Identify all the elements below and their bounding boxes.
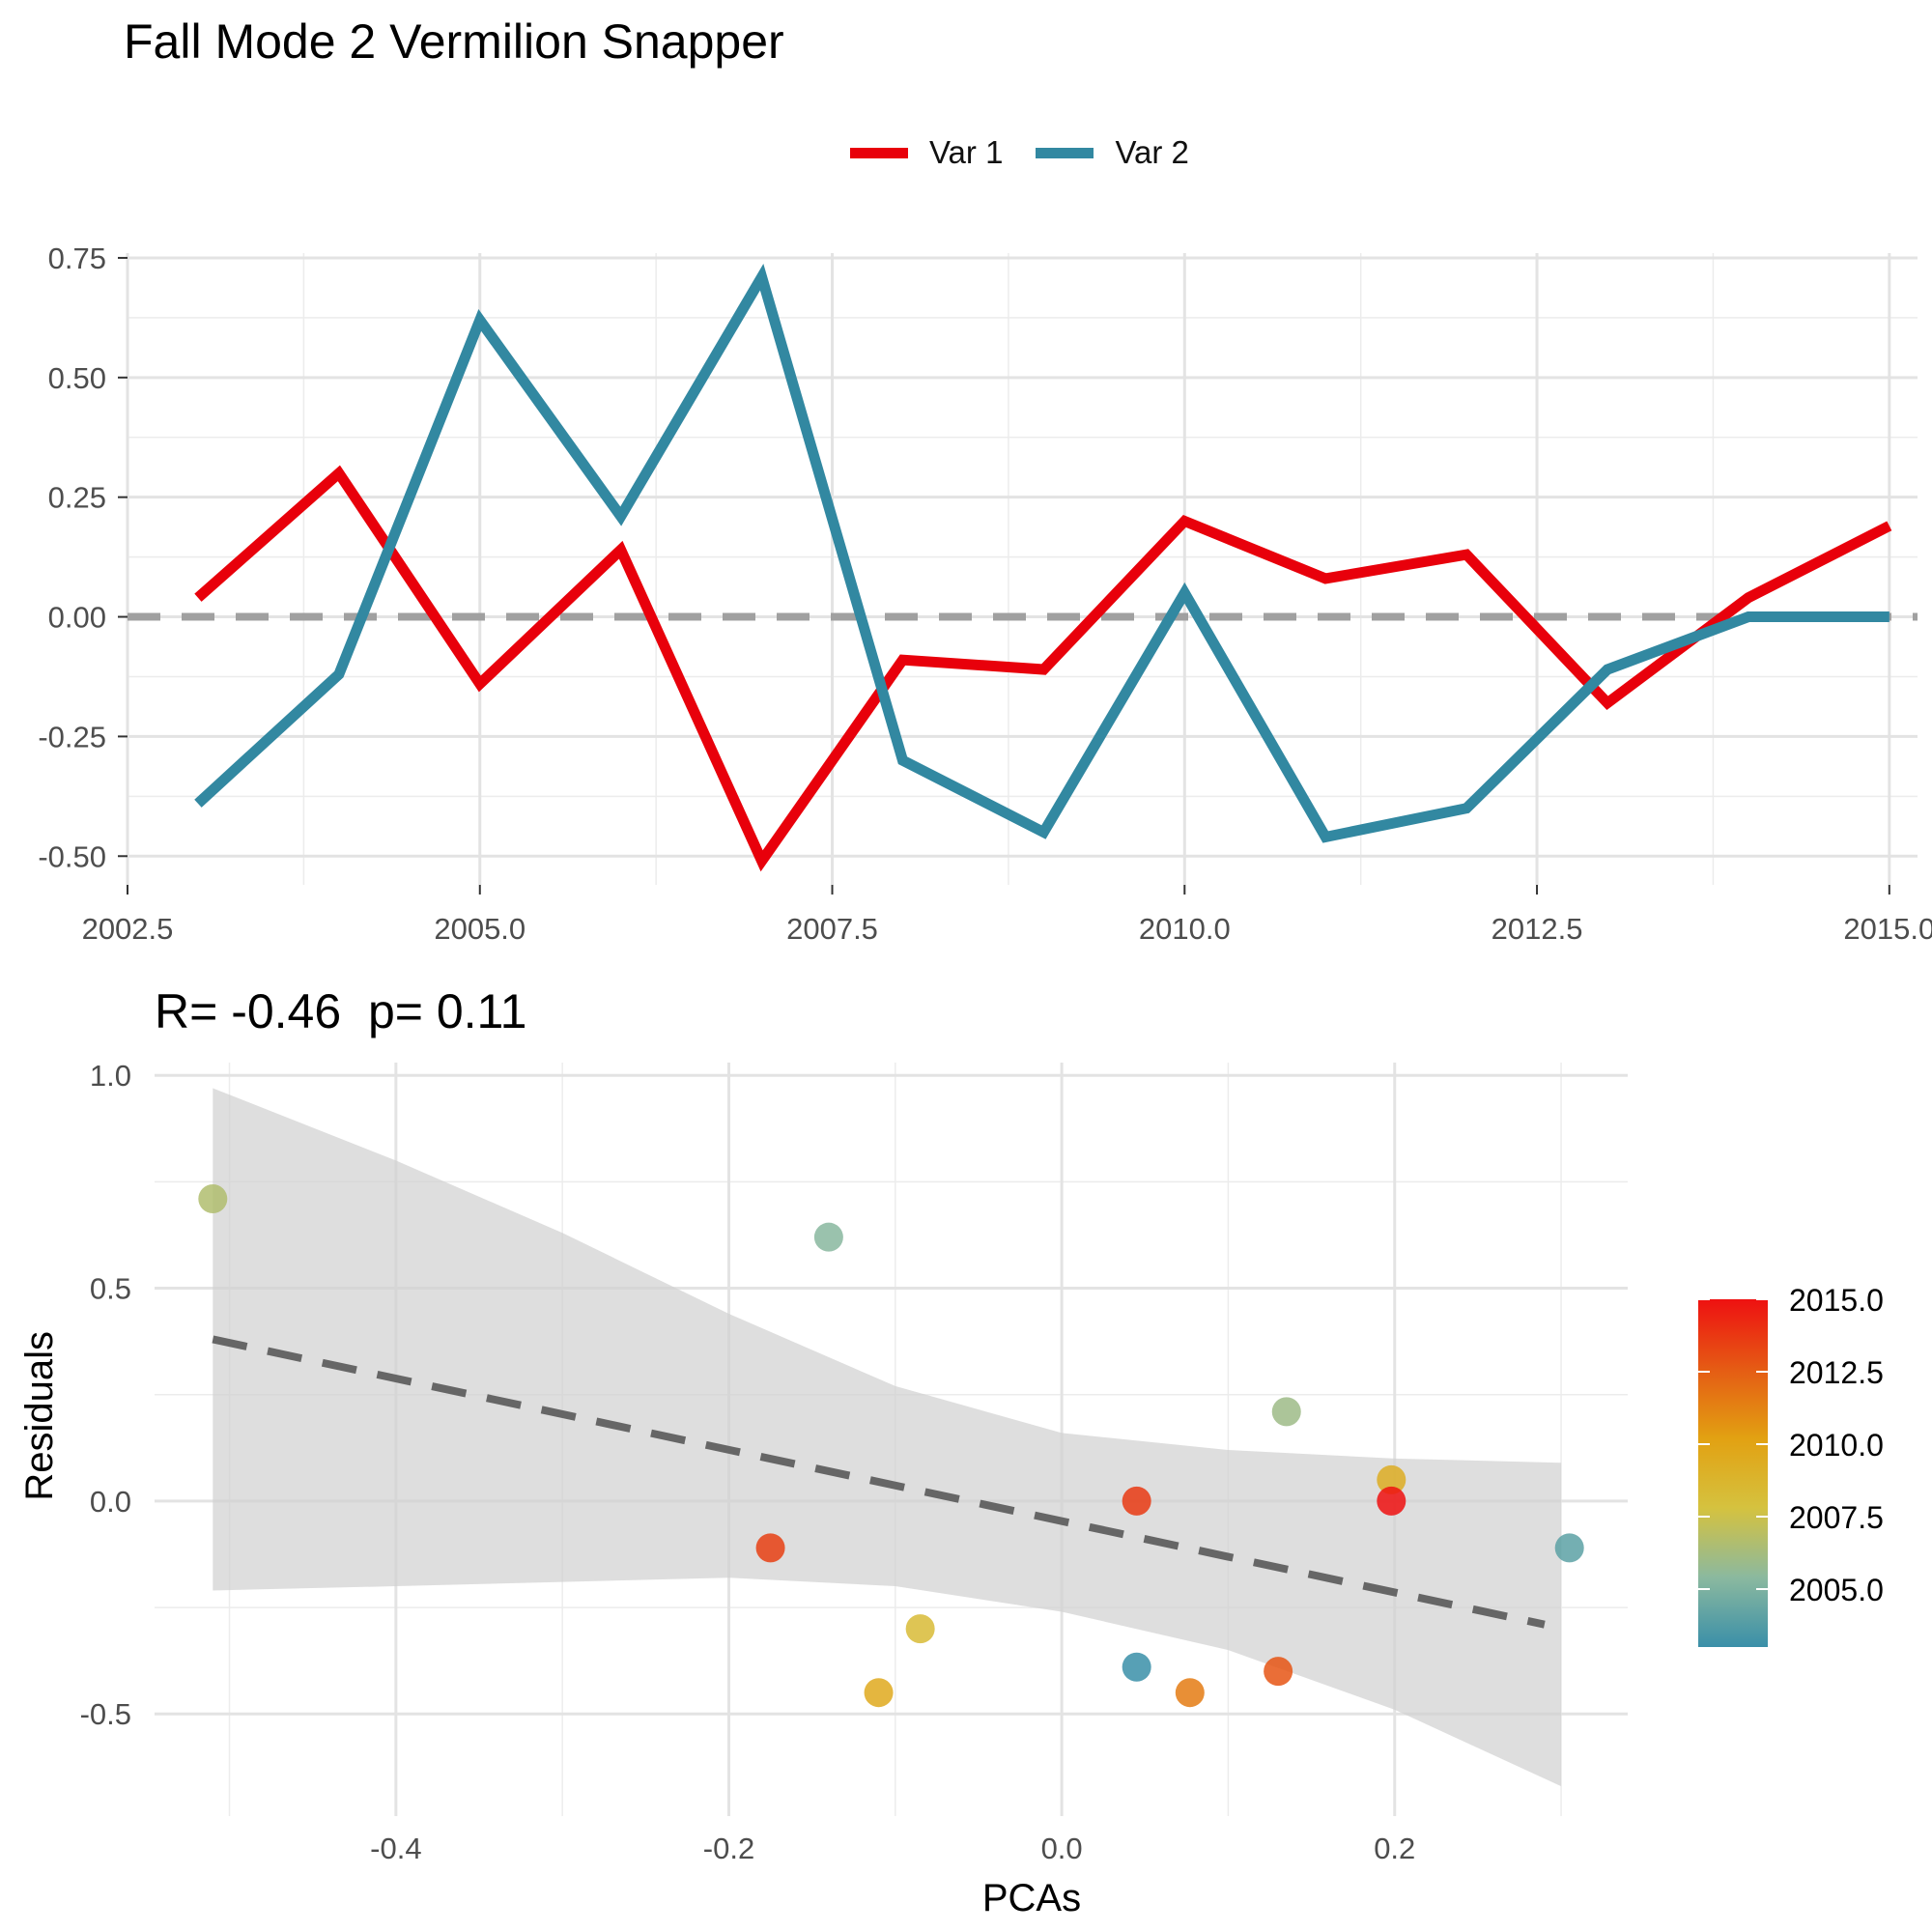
scatter-point [1122, 1652, 1151, 1682]
y-tick-label: 0.50 [48, 361, 106, 395]
y-tick-label: -0.25 [38, 720, 106, 753]
x-tick-label: 2010.0 [1139, 912, 1231, 946]
scatter-point [1175, 1678, 1205, 1708]
line-chart-panel: 2002.5 2005.0 2007.5 2010.0 2012.5 2015.0 0.75… [38, 242, 1932, 946]
x-tick-label: -0.4 [370, 1832, 421, 1865]
x-tick-label: 2005.0 [434, 912, 526, 946]
scatter-point [755, 1533, 785, 1563]
scatter-subtitle: R= -0.46 p= 0.11 [155, 984, 527, 1038]
page-title: Fall Mode 2 Vermilion Snapper [124, 14, 784, 69]
y-tick-label: -0.5 [80, 1697, 131, 1731]
colorbar-tick-label: 2015.0 [1789, 1283, 1884, 1318]
colorbar-tick-label: 2005.0 [1789, 1573, 1884, 1607]
confidence-band [213, 1088, 1562, 1787]
scatter-point [1271, 1397, 1301, 1427]
colorbar-gradient [1698, 1299, 1768, 1647]
x-tick-label: 2012.5 [1492, 912, 1583, 946]
y-tick-label: 0.75 [48, 242, 106, 275]
x-axis-title: PCAs [982, 1877, 1081, 1919]
scatter-point [1377, 1486, 1406, 1516]
y-tick-label: 0.5 [90, 1272, 131, 1306]
scatter-chart-panel: -0.4 -0.2 0.0 0.2 1.0 0.5 0.0 -0.5 PCAs Residuals [18, 1059, 1628, 1919]
y-tick-label: 0.00 [48, 601, 106, 635]
scatter-point [1122, 1486, 1151, 1516]
y-tick-label: -0.50 [38, 839, 106, 873]
scatter-point [1264, 1657, 1293, 1687]
series-line-1 [194, 465, 1892, 872]
y-tick-label: 1.0 [90, 1059, 131, 1093]
legend-key-var1 [850, 147, 908, 158]
legend-label-var2: Var 2 [1115, 134, 1189, 170]
colorbar-tick-label: 2012.5 [1789, 1355, 1884, 1390]
scatter-point [1377, 1464, 1406, 1494]
legend-item-var1: Var 1 [850, 134, 1003, 171]
x-tick-label: 2007.5 [786, 912, 878, 946]
colorbar-tick-label: 2010.0 [1789, 1428, 1884, 1463]
scatter-point [864, 1678, 894, 1708]
y-axis-title: Residuals [18, 1331, 61, 1501]
x-tick-label: 2002.5 [82, 912, 174, 946]
x-tick-label: 0.0 [1041, 1832, 1083, 1865]
scatter-point [813, 1222, 843, 1252]
scatter-point [1554, 1533, 1584, 1563]
series-line-2 [194, 264, 1889, 843]
scatter-point [198, 1184, 228, 1214]
y-tick-label: 0.0 [90, 1485, 131, 1519]
x-tick-label: 2015.0 [1843, 912, 1932, 946]
x-tick-label: 0.2 [1374, 1832, 1415, 1865]
colorbar-tick-label: 2007.5 [1789, 1500, 1884, 1535]
y-tick-label: 0.25 [48, 481, 106, 515]
legend-label-var1: Var 1 [929, 134, 1004, 170]
legend-key-var2 [1036, 147, 1094, 158]
regression-fit-line [212, 1335, 1546, 1629]
x-tick-label: -0.2 [703, 1832, 754, 1865]
legend-item-var2: Var 2 [1036, 134, 1189, 171]
legend: Var 1 Var 2 [850, 126, 1189, 180]
colorbar: 2015.0 2012.5 2010.0 2007.5 2005.0 [1698, 1283, 1884, 1647]
scatter-point [905, 1614, 935, 1644]
